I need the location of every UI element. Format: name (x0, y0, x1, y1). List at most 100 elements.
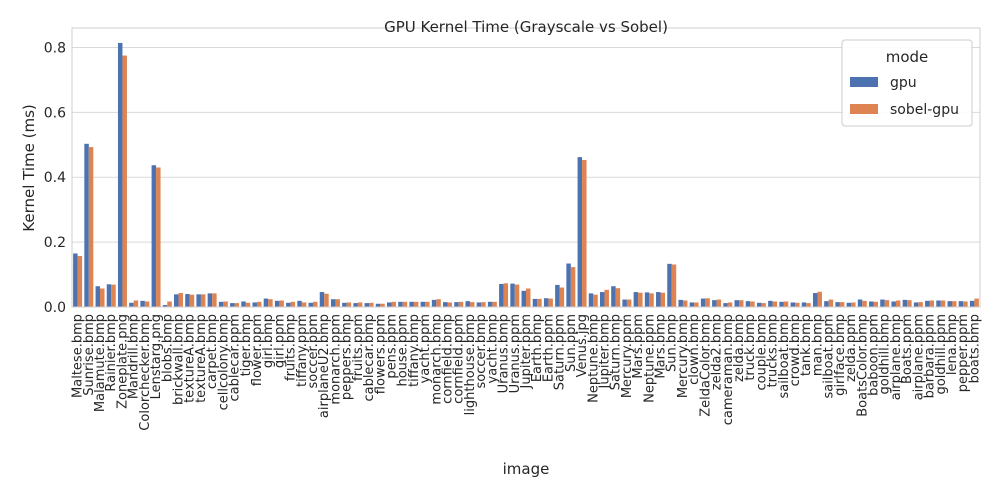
bar-sobel-gpu (604, 289, 609, 307)
x-tick-label: girlface.bmp (833, 314, 848, 396)
bar-gpu (880, 299, 885, 307)
bar-sobel-gpu (974, 298, 979, 307)
bar-sobel-gpu (963, 301, 968, 307)
chart-title: GPU Kernel Time (Grayscale vs Sobel) (384, 18, 668, 36)
bar-sobel-gpu (133, 300, 139, 307)
bar-gpu (286, 302, 291, 307)
bar-sobel-gpu (951, 301, 957, 307)
x-tick-label: cameraman.bmp (721, 314, 736, 425)
y-tick-label: 0.4 (44, 170, 66, 186)
x-tick-label: peppers.bmp (340, 314, 355, 400)
y-tick-label: 0.8 (44, 40, 66, 56)
bar-gpu (487, 301, 493, 307)
bar-sobel-gpu (335, 299, 340, 307)
bar-sobel-gpu (694, 302, 699, 307)
x-tick-label: zelda2.bmp (710, 314, 725, 390)
bar-sobel-gpu (638, 292, 643, 307)
bar-gpu (386, 302, 392, 307)
bar-sobel-gpu (817, 291, 822, 307)
bar-sobel-gpu (839, 302, 845, 307)
x-tick-label: zelda.bmp (732, 314, 747, 382)
bar-gpu (218, 301, 224, 307)
bar-gpu (420, 301, 426, 307)
bars-group (73, 42, 979, 308)
bar-gpu (756, 302, 762, 307)
bar-gpu (577, 157, 583, 307)
bar-gpu (588, 293, 594, 307)
y-tick-label: 0.6 (44, 105, 66, 121)
bar-sobel-gpu (391, 301, 396, 307)
bar-gpu (723, 303, 728, 307)
x-tick-label: Sunrise.bmp (82, 314, 97, 396)
x-tick-label: Jupiter.ppm (519, 314, 534, 389)
bar-sobel-gpu (750, 301, 755, 307)
bar-sobel-gpu (178, 293, 183, 307)
bar-gpu (689, 302, 695, 307)
bar-sobel-gpu (705, 298, 710, 307)
bar-sobel-gpu (256, 301, 262, 307)
y-tick-label: 0.2 (44, 235, 66, 251)
bar-sobel-gpu (100, 288, 105, 307)
bar-gpu (319, 292, 325, 307)
bar-sobel-gpu (671, 264, 677, 307)
bar-sobel-gpu (413, 301, 419, 307)
x-tick-label: airplane.ppm (911, 314, 926, 400)
x-tick-label: Neptune.bmp (586, 314, 601, 403)
bar-sobel-gpu (761, 303, 766, 307)
bar-sobel-gpu (469, 302, 475, 307)
bar-sobel-gpu (324, 293, 329, 307)
bar-gpu (779, 301, 784, 307)
x-tick-label: Rainier.bmp (104, 314, 119, 392)
x-tick-label: crowd.bmp (788, 314, 803, 386)
x-tick-label: yacht.ppm (418, 314, 433, 383)
bar-sobel-gpu (245, 302, 251, 307)
bar-sobel-gpu (313, 301, 318, 307)
bar-gpu (869, 301, 874, 307)
bar-gpu (969, 300, 975, 307)
x-tick-label: Mandrill.bmp (127, 314, 142, 399)
bar-gpu (106, 284, 112, 307)
bar-gpu (555, 284, 560, 307)
x-tick-label: house.ppm (396, 314, 411, 387)
bar-gpu (734, 300, 739, 307)
bar-gpu (700, 298, 706, 307)
x-tick-label: clown.bmp (687, 314, 702, 385)
bar-sobel-gpu (828, 299, 834, 307)
bar-gpu (521, 290, 526, 307)
bar-gpu (95, 286, 101, 307)
x-tick-label: baboon.ppm (867, 314, 882, 396)
bar-gpu (297, 300, 302, 307)
bar-gpu (443, 302, 448, 307)
x-tick-label: couple.bmp (754, 314, 769, 391)
bar-sobel-gpu (357, 302, 363, 307)
bar-sobel-gpu (122, 55, 127, 308)
bar-sobel-gpu (783, 301, 789, 307)
bar-gpu (947, 301, 952, 307)
bar-sobel-gpu (144, 301, 150, 307)
bar-sobel-gpu (772, 301, 778, 307)
bar-sobel-gpu (111, 284, 116, 307)
bar-sobel-gpu (940, 300, 946, 307)
bar-gpu (599, 292, 605, 307)
x-tick-label: monarch.bmp (429, 314, 444, 405)
bar-gpu (891, 301, 896, 307)
x-tick-label: Zoneplate.png (115, 314, 130, 409)
bar-gpu (84, 143, 89, 307)
bar-gpu (913, 302, 919, 307)
x-tick-label: Saturn.ppm (553, 314, 568, 390)
x-tick-label: Lenstarg.png (149, 314, 164, 399)
x-tick-label: tiffany.ppm (295, 314, 310, 387)
bar-sobel-gpu (795, 302, 800, 307)
bar-gpu (151, 165, 157, 307)
x-tick-label: zelda.ppm (844, 314, 859, 382)
bar-sobel-gpu (716, 299, 722, 307)
bar-sobel-gpu (212, 293, 217, 307)
x-tick-label: Malamute.bmp (93, 314, 108, 412)
x-tick-label: tiffany.bmp (407, 314, 422, 387)
bar-gpu (824, 301, 829, 307)
bar-gpu (801, 302, 807, 307)
x-tick-label: Mercury.bmp (676, 314, 691, 398)
bar-gpu (712, 300, 717, 307)
x-tick-label: man.bmp (810, 314, 825, 376)
